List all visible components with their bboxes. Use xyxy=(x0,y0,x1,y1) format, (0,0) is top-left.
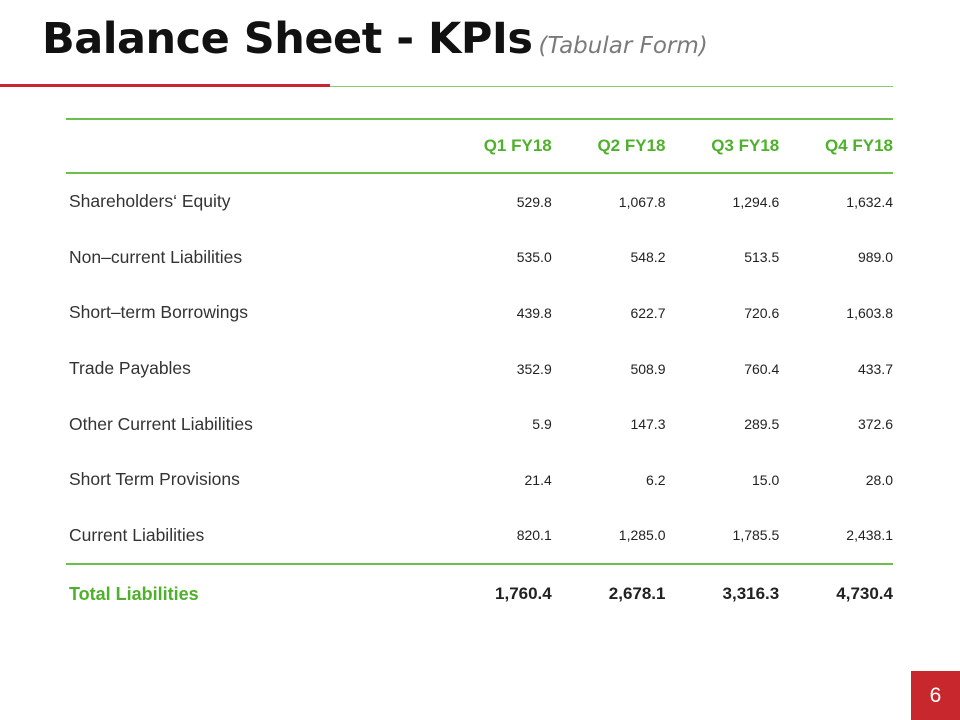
table-cell: 720.6 xyxy=(744,304,780,321)
row-label: Trade Payables xyxy=(69,358,191,379)
column-header: Q1 FY18 xyxy=(483,136,552,155)
table-cell: 147.3 xyxy=(630,416,666,433)
row-label: Shareholders‘ Equity xyxy=(69,191,231,212)
row-label: Other Current Liabilities xyxy=(69,413,253,434)
kpi-table-container: Q1 FY18 Q2 FY18 Q3 FY18 Q4 FY18 Sharehol… xyxy=(66,118,893,623)
row-label: Short–term Borrowings xyxy=(69,302,248,323)
table-cell: 508.9 xyxy=(630,360,666,377)
table-cell: 2,438.1 xyxy=(846,527,893,544)
table-row: Other Current Liabilities 5.9 147.3 289.… xyxy=(66,396,893,452)
slide-title: Balance Sheet - KPIs xyxy=(42,14,533,64)
table-cell: 6.2 xyxy=(646,471,666,488)
row-label: Current Liabilities xyxy=(69,524,205,545)
row-label: Non–current Liabilities xyxy=(69,246,243,267)
table-row: Short Term Provisions 21.4 6.2 15.0 28.0 xyxy=(66,452,893,508)
total-label: Total Liabilities xyxy=(69,583,199,604)
slide-subtitle: (Tabular Form) xyxy=(538,33,708,59)
total-row: Total Liabilities 1,760.4 2,678.1 3,316.… xyxy=(66,564,893,623)
table-cell: 622.7 xyxy=(630,304,666,321)
table-cell: 820.1 xyxy=(516,527,552,544)
table-row: Shareholders‘ Equity 529.8 1,067.8 1,294… xyxy=(66,173,893,230)
table-cell: 15.0 xyxy=(752,471,780,488)
table-cell: 372.6 xyxy=(857,416,893,433)
table-cell: 352.9 xyxy=(516,360,552,377)
table-cell: 289.5 xyxy=(744,416,780,433)
row-label: Short Term Provisions xyxy=(69,469,240,490)
table-cell: 1,294.6 xyxy=(732,193,780,210)
table-row: Current Liabilities 820.1 1,285.0 1,785.… xyxy=(66,508,893,565)
table-cell: 1,603.8 xyxy=(846,304,893,321)
table-cell: 1,785.5 xyxy=(732,527,780,544)
table-cell: 989.0 xyxy=(857,249,893,266)
table-cell: 529.8 xyxy=(516,193,552,210)
table-cell: 28.0 xyxy=(865,471,893,488)
column-header: Q3 FY18 xyxy=(711,136,780,155)
kpi-table: Q1 FY18 Q2 FY18 Q3 FY18 Q4 FY18 Sharehol… xyxy=(66,118,893,623)
column-header: Q2 FY18 xyxy=(597,136,666,155)
slide-title-block: Balance Sheet - KPIs (Tabular Form) xyxy=(42,14,708,64)
table-cell: 548.2 xyxy=(630,249,666,266)
table-cell: 513.5 xyxy=(744,249,780,266)
page-number-badge: 6 xyxy=(911,671,960,720)
table-header-row: Q1 FY18 Q2 FY18 Q3 FY18 Q4 FY18 xyxy=(66,119,893,173)
table-cell: 1,285.0 xyxy=(618,527,666,544)
column-header: Q4 FY18 xyxy=(824,136,893,155)
title-underline-red xyxy=(0,84,330,87)
table-cell: 535.0 xyxy=(516,249,552,266)
table-cell: 5.9 xyxy=(532,416,552,433)
header-label-cell xyxy=(66,119,438,173)
table-cell: 433.7 xyxy=(857,360,893,377)
table-cell: 439.8 xyxy=(516,304,552,321)
title-underline-green xyxy=(330,86,893,87)
total-cell: 1,760.4 xyxy=(495,584,552,604)
table-cell: 1,632.4 xyxy=(846,193,893,210)
table-row: Short–term Borrowings 439.8 622.7 720.6 … xyxy=(66,285,893,341)
table-cell: 760.4 xyxy=(744,360,780,377)
table-cell: 21.4 xyxy=(524,471,552,488)
total-cell: 3,316.3 xyxy=(722,584,780,604)
table-cell: 1,067.8 xyxy=(618,193,666,210)
table-row: Trade Payables 352.9 508.9 760.4 433.7 xyxy=(66,341,893,397)
total-cell: 4,730.4 xyxy=(836,584,893,604)
total-cell: 2,678.1 xyxy=(608,584,666,604)
table-row: Non–current Liabilities 535.0 548.2 513.… xyxy=(66,230,893,286)
